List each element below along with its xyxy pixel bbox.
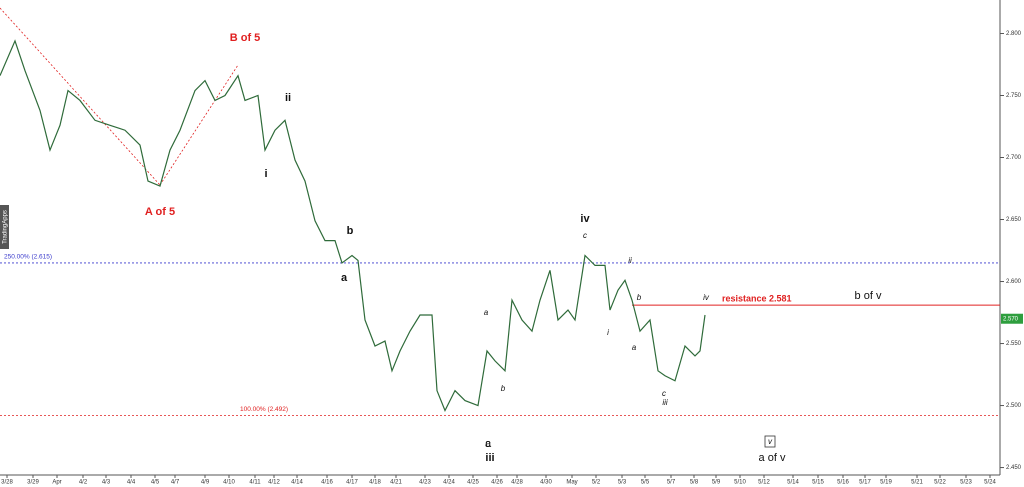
x-tick-label: 4/5 (151, 480, 160, 486)
annotation: iii (485, 452, 494, 464)
annotation-box (764, 435, 776, 448)
watermark: TradingApps (3, 210, 9, 244)
annotation: a (484, 308, 489, 317)
x-tick-label: 5/19 (880, 480, 892, 486)
annotation: a of v (759, 452, 786, 464)
x-tick-label: 3/28 (1, 480, 13, 486)
x-tick-label: 4/10 (223, 480, 235, 486)
x-tick-label: 4/7 (171, 480, 180, 486)
x-tick-label: 4/30 (540, 480, 552, 486)
annotation: a (632, 343, 637, 352)
x-tick-label: 5/2 (592, 480, 601, 486)
annotation: ii (628, 256, 632, 265)
y-tick-label: 2.800 (1006, 31, 1022, 37)
x-tick-label: 5/15 (812, 480, 824, 486)
annotation: ii (285, 92, 291, 104)
annotation: v (768, 437, 773, 446)
x-tick-label: 4/2 (79, 480, 88, 486)
x-tick-label: 4/25 (467, 480, 479, 486)
x-tick-label: 4/4 (127, 480, 136, 486)
x-tick-label: 4/9 (201, 480, 210, 486)
annotation: iv (580, 213, 590, 225)
x-tick-label: 5/12 (758, 480, 770, 486)
x-tick-label: 5/3 (618, 480, 627, 486)
x-tick-label: 4/21 (390, 480, 402, 486)
annotation: a (485, 438, 492, 450)
x-tick-label: 4/3 (102, 480, 111, 486)
annotation: c (485, 438, 491, 450)
x-tick-label: 5/22 (934, 480, 946, 486)
x-tick-label: 3/29 (27, 480, 39, 486)
x-tick-label: 5/10 (734, 480, 746, 486)
x-tick-label: 5/9 (712, 480, 721, 486)
x-tick-label: 5/14 (787, 480, 799, 486)
level-label: resistance 2.581 (722, 293, 792, 303)
x-tick-label: 5/24 (984, 480, 996, 486)
x-tick-label: May (566, 480, 577, 486)
y-tick-label: 2.500 (1006, 403, 1022, 409)
x-tick-label: 5/5 (641, 480, 650, 486)
annotations: B of 5 A of 5 ii i b a iv c ii b iv b of… (145, 32, 882, 464)
annotation: i (264, 168, 267, 180)
level-label: 100.00% (2.492) (240, 406, 288, 413)
annotation: i (607, 328, 609, 337)
x-tick-label: 4/23 (419, 480, 431, 486)
last-price-label: 2.570 (1003, 316, 1019, 322)
x-tick-label: Apr (52, 480, 61, 486)
y-tick-label: 2.450 (1006, 465, 1022, 471)
annotation: c (583, 231, 587, 240)
x-tick-label: 4/26 (491, 480, 503, 486)
annotation: b (637, 293, 642, 302)
y-tick-label: 2.550 (1006, 341, 1022, 347)
annotation: b (501, 384, 506, 393)
x-tick-label: 5/16 (837, 480, 849, 486)
annotation: B of 5 (230, 32, 261, 44)
x-tick-label: 4/14 (291, 480, 303, 486)
y-tick-label: 2.750 (1006, 93, 1022, 99)
watermark-box (0, 205, 9, 249)
last-price-box (1001, 313, 1023, 324)
annotation: iii (662, 398, 668, 407)
y-tick-label: 2.650 (1006, 217, 1022, 223)
y-tick-label: 2.700 (1006, 155, 1022, 161)
x-tick-label: 4/11 (249, 480, 261, 486)
x-tick-label: 4/16 (321, 480, 333, 486)
x-tick-label: 4/28 (511, 480, 523, 486)
annotation: iv (703, 293, 710, 302)
annotation: b of v (855, 290, 882, 302)
x-tick-label: 4/24 (443, 480, 455, 486)
x-tick-label: 5/7 (667, 480, 676, 486)
annotation: c (662, 389, 666, 398)
x-tick-label: 4/18 (369, 480, 381, 486)
plot-area (0, 0, 1000, 475)
x-tick-label: 4/12 (268, 480, 280, 486)
x-tick-label: 5/23 (960, 480, 972, 486)
x-tick-label: 5/8 (690, 480, 699, 486)
level-label: 250.00% (2.615) (4, 254, 52, 261)
annotation: A of 5 (145, 206, 175, 218)
annotation: b (347, 225, 354, 237)
x-tick-label: 4/17 (346, 480, 358, 486)
x-tick-label: 5/21 (911, 480, 923, 486)
price-line (0, 39, 706, 412)
x-tick-label: 5/17 (859, 480, 871, 486)
annotation: a (341, 272, 348, 284)
y-tick-label: 2.600 (1006, 279, 1022, 285)
